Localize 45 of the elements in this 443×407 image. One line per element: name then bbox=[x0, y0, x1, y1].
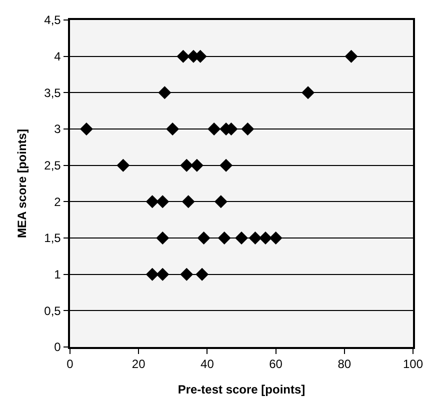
point bbox=[156, 268, 170, 281]
x-tick-label: 80 bbox=[338, 357, 352, 372]
point bbox=[180, 268, 194, 281]
y-tick-label: 3,5 bbox=[44, 86, 62, 100]
y-tick-label: 0 bbox=[54, 340, 62, 354]
point bbox=[269, 232, 282, 244]
x-axis-title: Pre-test score [points] bbox=[178, 382, 306, 397]
x-tick-label: 20 bbox=[132, 357, 146, 372]
x-tick-label: 100 bbox=[402, 357, 424, 372]
point bbox=[214, 195, 228, 208]
point bbox=[180, 158, 194, 172]
y-tick-label: 1 bbox=[54, 268, 62, 282]
y-tick-label: 4 bbox=[54, 50, 62, 64]
point bbox=[182, 195, 195, 208]
point bbox=[166, 122, 180, 136]
point bbox=[218, 232, 231, 244]
point bbox=[302, 86, 315, 100]
point bbox=[220, 158, 233, 172]
point bbox=[146, 195, 159, 208]
y-tick-label: 2,5 bbox=[44, 158, 62, 173]
x-tick-label: 60 bbox=[269, 357, 283, 372]
point bbox=[176, 50, 190, 63]
point bbox=[241, 122, 254, 136]
y-axis-title: MEA score [points] bbox=[14, 129, 29, 238]
point bbox=[259, 232, 272, 244]
point bbox=[208, 122, 221, 136]
point bbox=[156, 195, 170, 208]
x-tick-label: 40 bbox=[200, 357, 214, 372]
x-tick-label: 0 bbox=[66, 357, 74, 372]
point bbox=[235, 232, 248, 244]
y-tick-label: 0,5 bbox=[44, 304, 62, 318]
y-tick-label: 4,5 bbox=[44, 13, 62, 28]
point bbox=[158, 86, 172, 100]
point bbox=[197, 232, 210, 244]
point bbox=[116, 158, 130, 172]
y-tick-label: 1,5 bbox=[44, 231, 62, 246]
point bbox=[196, 268, 209, 281]
y-tick-label: 2 bbox=[54, 194, 62, 209]
point bbox=[80, 122, 93, 136]
point bbox=[156, 232, 170, 244]
point bbox=[190, 158, 204, 172]
point bbox=[146, 268, 159, 281]
point bbox=[248, 232, 262, 244]
y-tick-label: 3 bbox=[54, 122, 62, 136]
point bbox=[344, 50, 358, 63]
